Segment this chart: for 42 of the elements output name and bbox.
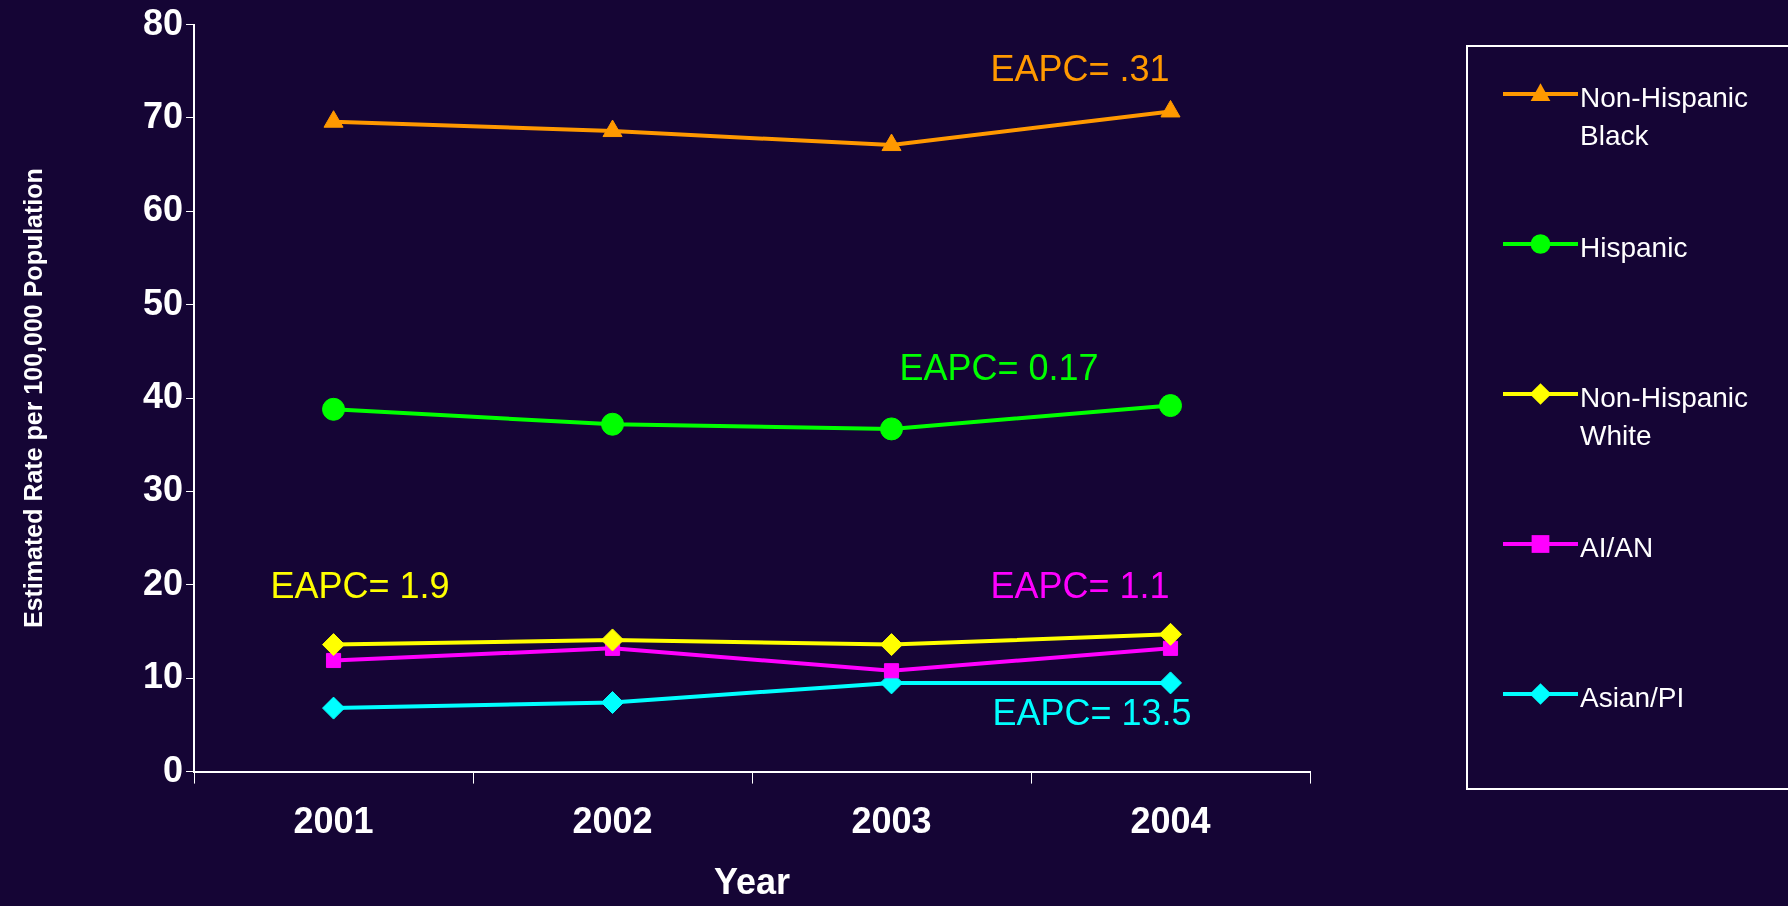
point — [322, 397, 346, 421]
point — [880, 417, 904, 441]
y-tick-label: 30 — [143, 468, 184, 510]
point — [602, 119, 623, 138]
y-tick-label: 70 — [143, 94, 184, 136]
point — [322, 696, 346, 720]
annotation: EAPC= 1.1 — [990, 564, 1170, 606]
point — [883, 663, 900, 679]
point — [881, 133, 902, 152]
y-tick-label: 40 — [143, 375, 184, 417]
point — [1159, 394, 1183, 418]
y-tick-label: 50 — [143, 281, 184, 323]
legend-label: Non-Hispanic White — [1580, 381, 1750, 453]
y-tick-label: 10 — [143, 655, 184, 697]
x-tick-label: 2004 — [1130, 800, 1211, 842]
point — [880, 633, 904, 657]
annotation: EAPC= 13.5 — [992, 691, 1192, 733]
legend-label: AI/AN — [1580, 531, 1655, 565]
annotation: EAPC= 0.17 — [899, 346, 1099, 388]
legend-label: Hispanic — [1580, 231, 1689, 265]
x-tick-label: 2003 — [851, 800, 932, 842]
point — [322, 633, 346, 657]
legend-label: Asian/PI — [1580, 681, 1686, 715]
point — [1159, 671, 1183, 695]
x-tick-label: 2002 — [572, 800, 653, 842]
point — [601, 412, 625, 436]
legend-label: Non-Hispanic Black — [1580, 81, 1750, 153]
point — [325, 652, 342, 669]
y-axis-title: Estimated Rate per 100,000 Population — [18, 168, 47, 629]
point — [1159, 622, 1183, 646]
point — [323, 110, 344, 128]
point — [601, 628, 625, 652]
annotation: EAPC= 1.9 — [270, 564, 450, 606]
x-axis-title: Year — [713, 861, 791, 903]
x-tick-label: 2001 — [293, 800, 374, 842]
point — [1160, 99, 1181, 118]
annotation: EAPC= .31 — [990, 47, 1170, 89]
y-tick-label: 60 — [143, 188, 184, 230]
y-tick-label: 20 — [143, 561, 184, 603]
point — [601, 691, 625, 714]
y-tick-label: 0 — [163, 748, 184, 790]
y-tick-label: 80 — [143, 1, 184, 43]
